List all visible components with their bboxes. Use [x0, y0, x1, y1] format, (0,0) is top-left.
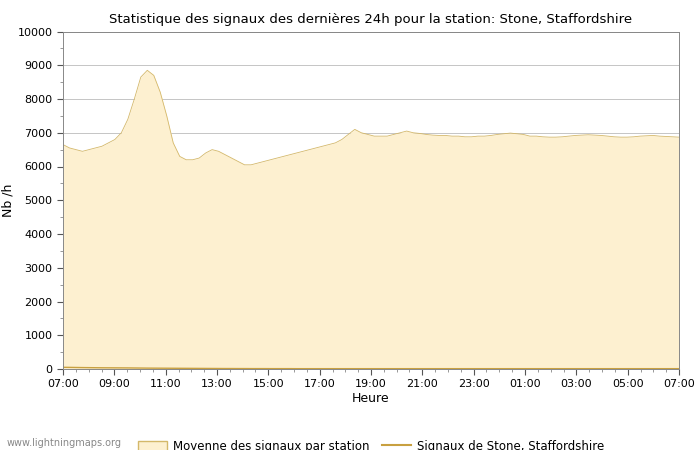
- Legend: Moyenne des signaux par station, Signaux de Stone, Staffordshire: Moyenne des signaux par station, Signaux…: [133, 435, 609, 450]
- Title: Statistique des signaux des dernières 24h pour la station: Stone, Staffordshire: Statistique des signaux des dernières 24…: [109, 13, 633, 26]
- X-axis label: Heure: Heure: [352, 392, 390, 405]
- Text: www.lightningmaps.org: www.lightningmaps.org: [7, 438, 122, 448]
- Y-axis label: Nb /h: Nb /h: [2, 184, 15, 217]
